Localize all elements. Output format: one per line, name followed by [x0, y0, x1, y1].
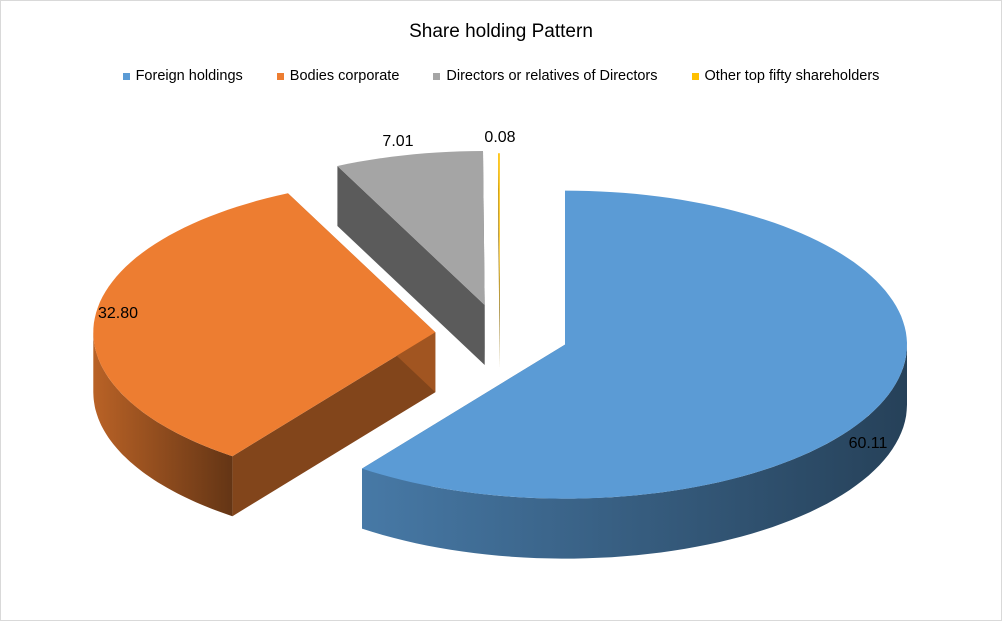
slice-side-directors: [337, 166, 485, 365]
data-label-foreign-holdings: 60.11: [849, 435, 888, 452]
legend-item-directors[interactable]: Directors or relatives of Directors: [433, 68, 658, 84]
data-label-directors: 7.01: [382, 133, 413, 150]
slice-wall-bodies-corporate: [93, 332, 233, 517]
legend-label-directors: Directors or relatives of Directors: [446, 68, 658, 84]
data-label-other-top-fifty: 0.08: [484, 129, 515, 146]
legend-item-foreign-holdings[interactable]: Foreign holdings: [122, 68, 243, 84]
legend-swatch-other-top-fifty: [691, 72, 699, 80]
pie-labels: 60.11 32.80 7.01 0.08: [98, 129, 888, 452]
legend-item-other-top-fifty[interactable]: Other top fifty shareholders: [691, 68, 880, 84]
legend-swatch-foreign-holdings: [122, 72, 130, 80]
legend-label-bodies-corporate: Bodies corporate: [289, 68, 400, 84]
legend-item-bodies-corporate[interactable]: Bodies corporate: [276, 68, 400, 84]
legend-swatch-bodies-corporate: [276, 72, 284, 80]
slice-bodies-corporate[interactable]: [93, 193, 436, 457]
slice-side-bodies-corporate: [232, 332, 436, 517]
slice-wall-foreign-holdings: [362, 344, 907, 559]
slice-directors[interactable]: [337, 151, 485, 305]
slice-side-other-top-fifty: [498, 153, 500, 368]
data-label-bodies-corporate: 32.80: [98, 305, 138, 322]
legend: Foreign holdings Bodies corporate Direct…: [1, 68, 1001, 84]
legend-swatch-directors: [433, 72, 441, 80]
legend-label-foreign-holdings: Foreign holdings: [135, 68, 243, 84]
legend-label-other-top-fifty: Other top fifty shareholders: [704, 68, 880, 84]
chart-title: Share holding Pattern: [409, 21, 593, 42]
slice-other-top-fifty[interactable]: [498, 153, 500, 308]
slice-foreign-holdings[interactable]: [362, 190, 907, 499]
pie-tops: [93, 151, 907, 499]
